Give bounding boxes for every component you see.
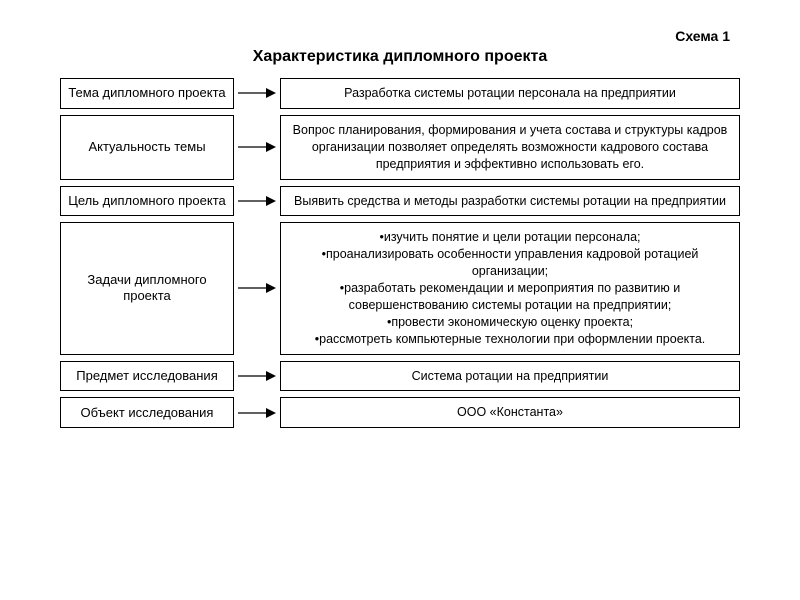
- row-label: Тема дипломного проекта: [68, 85, 225, 101]
- arrow-cell: [234, 397, 280, 428]
- diagram-row: Задачи дипломного проекта •изучить понят…: [60, 222, 740, 354]
- arrow-cell: [234, 222, 280, 354]
- arrow-right-icon: [238, 194, 276, 208]
- row-label: Объект исследования: [81, 405, 214, 421]
- row-label: Задачи дипломного проекта: [67, 272, 227, 305]
- row-label-box: Задачи дипломного проекта: [60, 222, 234, 354]
- scheme-label: Схема 1: [60, 28, 740, 44]
- row-label: Цель дипломного проекта: [68, 193, 225, 209]
- row-content-box: Вопрос планирования, формирования и учет…: [280, 115, 740, 180]
- row-label-box: Предмет исследования: [60, 361, 234, 392]
- page-title: Характеристика дипломного проекта: [60, 48, 740, 66]
- row-content: Разработка системы ротации персонала на …: [291, 85, 729, 102]
- row-content: Вопрос планирования, формирования и учет…: [291, 122, 729, 173]
- row-label: Актуальность темы: [88, 139, 205, 155]
- row-content-box: Выявить средства и методы разработки сис…: [280, 186, 740, 217]
- row-label: Предмет исследования: [76, 368, 217, 384]
- row-content: ООО «Константа»: [291, 404, 729, 421]
- arrow-cell: [234, 115, 280, 180]
- row-content: Выявить средства и методы разработки сис…: [291, 193, 729, 210]
- row-content-box: •изучить понятие и цели ротации персонал…: [280, 222, 740, 354]
- arrow-right-icon: [238, 369, 276, 383]
- diagram-rows: Тема дипломного проекта Разработка систе…: [60, 78, 740, 428]
- arrow-right-icon: [238, 140, 276, 154]
- row-label-box: Цель дипломного проекта: [60, 186, 234, 217]
- diagram-row: Объект исследования ООО «Константа»: [60, 397, 740, 428]
- row-label-box: Тема дипломного проекта: [60, 78, 234, 109]
- arrow-right-icon: [238, 281, 276, 295]
- arrow-cell: [234, 186, 280, 217]
- diagram-row: Тема дипломного проекта Разработка систе…: [60, 78, 740, 109]
- row-content-box: Разработка системы ротации персонала на …: [280, 78, 740, 109]
- arrow-cell: [234, 361, 280, 392]
- row-content-box: Система ротации на предприятии: [280, 361, 740, 392]
- arrow-cell: [234, 78, 280, 109]
- diagram-row: Предмет исследования Система ротации на …: [60, 361, 740, 392]
- arrow-right-icon: [238, 86, 276, 100]
- arrow-right-icon: [238, 406, 276, 420]
- row-label-box: Объект исследования: [60, 397, 234, 428]
- row-content-box: ООО «Константа»: [280, 397, 740, 428]
- diagram-row: Цель дипломного проекта Выявить средства…: [60, 186, 740, 217]
- row-content: •изучить понятие и цели ротации персонал…: [291, 229, 729, 347]
- diagram-row: Актуальность темы Вопрос планирования, ф…: [60, 115, 740, 180]
- row-label-box: Актуальность темы: [60, 115, 234, 180]
- row-content: Система ротации на предприятии: [291, 368, 729, 385]
